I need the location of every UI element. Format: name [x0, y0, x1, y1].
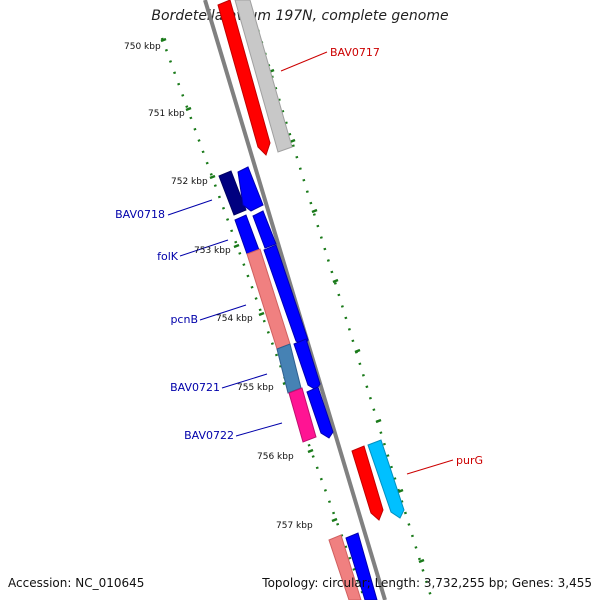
gene-label-BAV0717[interactable]: BAV0717	[330, 46, 380, 59]
gene-BAV0718-arrow	[218, 170, 247, 216]
gene-blue-bottom	[345, 532, 378, 600]
footer-summary: Topology: circular; Length: 3,732,255 bp…	[262, 576, 592, 590]
accession-value: NC_010645	[75, 576, 145, 590]
length-label: Length:	[374, 576, 421, 590]
footer-accession: Accession: NC_010645	[8, 576, 144, 590]
topology-label: Topology:	[262, 576, 319, 590]
tick-label: 757 kbp	[276, 521, 313, 531]
gene-label-purG[interactable]: purG	[456, 454, 483, 467]
tick-label: 753 kbp	[194, 246, 231, 256]
callout-lines	[167, 51, 454, 475]
tick-marks	[160, 37, 425, 564]
tick-label: 755 kbp	[237, 383, 274, 393]
genes-label: Genes:	[511, 576, 554, 590]
tick-label: 750 kbp	[124, 42, 161, 52]
gene-blue-small-2	[252, 210, 277, 249]
gene-blue-small-4	[306, 386, 334, 439]
tick-label: 754 kbp	[216, 314, 253, 324]
gene-BAV0717-arrow	[217, 0, 271, 156]
gene-purG-cyan-arrow	[367, 439, 405, 519]
gene-blue-small-1	[237, 166, 264, 212]
gene-label-BAV0721[interactable]: BAV0721	[170, 381, 220, 394]
tick-label: 752 kbp	[171, 177, 208, 187]
tick-label: 751 kbp	[148, 109, 185, 119]
gene-label-folK[interactable]: folK	[157, 250, 179, 263]
gene-purG-red-arrow	[351, 445, 384, 521]
topology-value: circular;	[322, 576, 371, 590]
gene-BAV0722-arrow	[288, 387, 317, 443]
tick-label: 756 kbp	[257, 452, 294, 462]
genes-value: 3,455	[557, 576, 592, 590]
gene-grey-arrow	[234, 0, 293, 153]
length-value: 3,732,255 bp;	[423, 576, 509, 590]
right-tick-rail	[256, 29, 434, 600]
gene-track	[217, 0, 405, 600]
gene-salmon-bottom	[328, 534, 362, 600]
gene-label-pcnB[interactable]: pcnB	[170, 313, 198, 326]
accession-label: Accession:	[8, 576, 72, 590]
gene-label-BAV0722[interactable]: BAV0722	[184, 429, 234, 442]
gene-label-BAV0718[interactable]: BAV0718	[115, 208, 165, 221]
